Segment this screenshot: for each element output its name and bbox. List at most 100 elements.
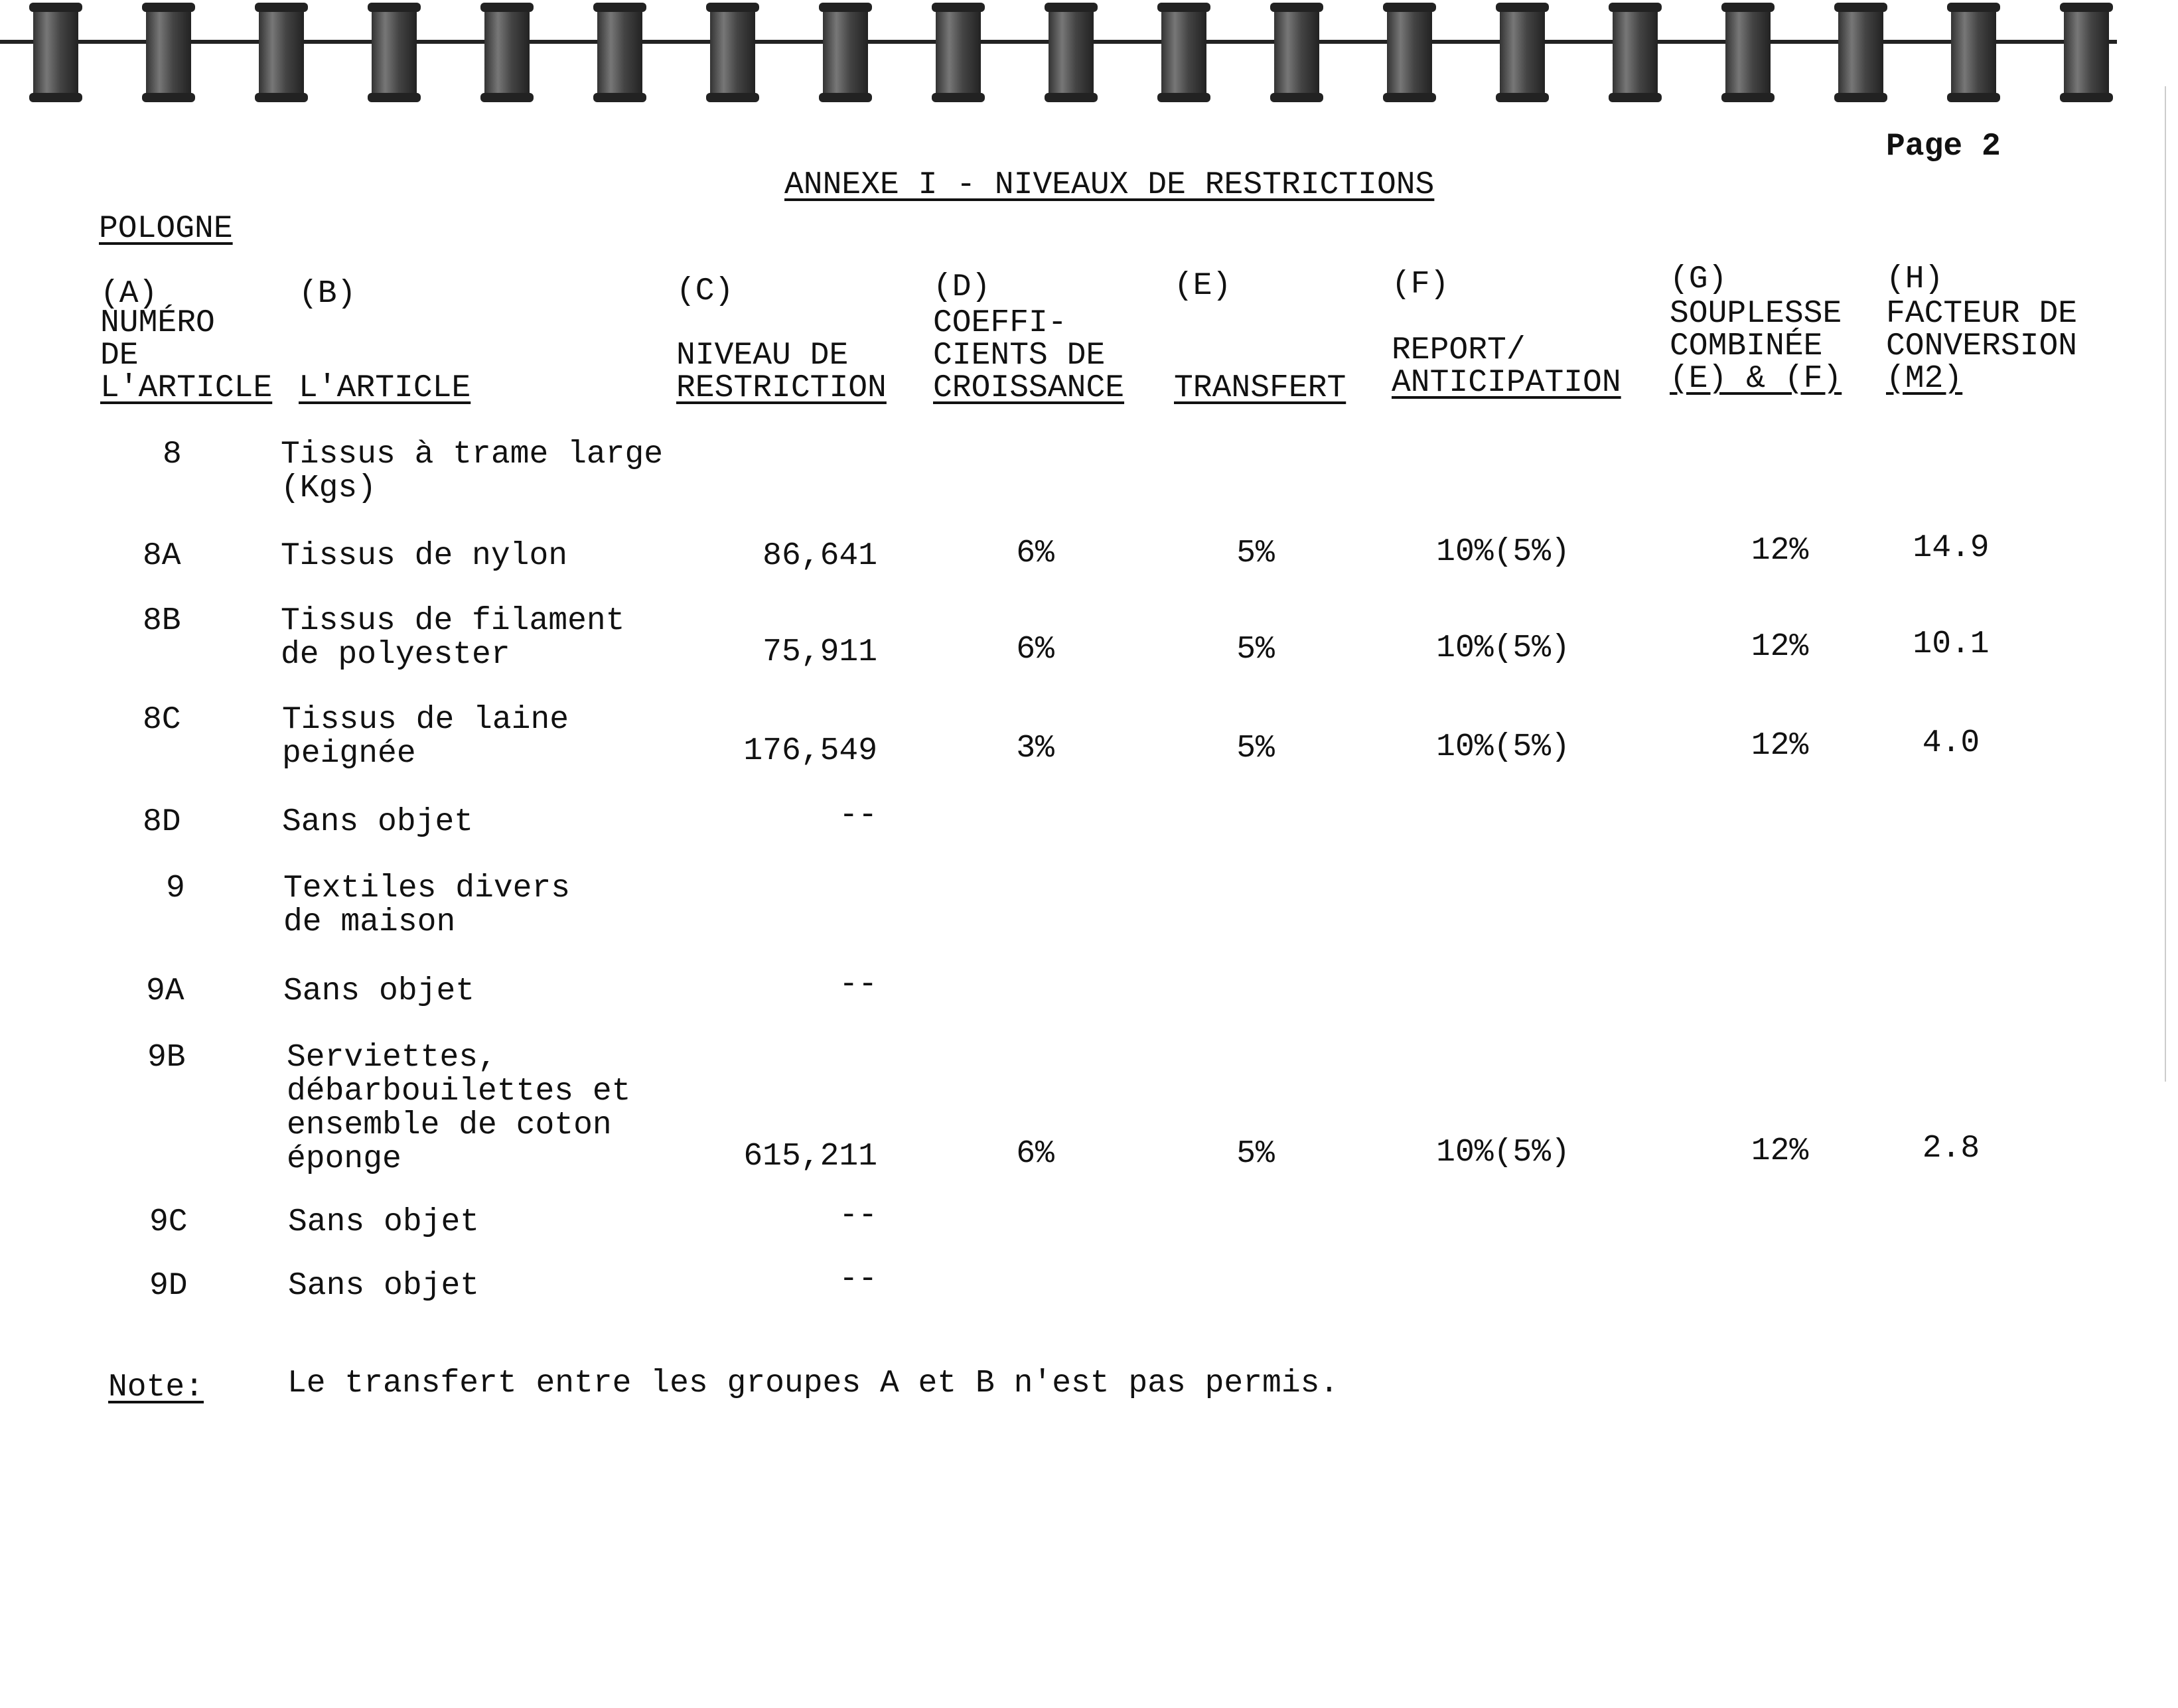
- binding-ring: [1045, 3, 1098, 102]
- article-number: 8A: [143, 538, 181, 574]
- article-description: Tissus à trame large: [281, 437, 664, 472]
- column-header-line: (E) & (F): [1670, 361, 1842, 397]
- article-description: (Kgs): [281, 470, 377, 506]
- article-number: 8: [163, 437, 182, 472]
- article-description: Sans objet: [288, 1204, 480, 1240]
- column-header-line: COEFFI-: [933, 305, 1067, 341]
- article-number: 9A: [146, 973, 184, 1009]
- restriction-level: --: [839, 967, 877, 1003]
- article-description: Tissus de laine: [282, 702, 569, 738]
- restriction-level: --: [839, 1261, 877, 1297]
- page-title: ANNEXE I - NIVEAUX DE RESTRICTIONS: [784, 167, 1435, 203]
- article-number: 8D: [143, 804, 181, 840]
- binding-ring: [706, 3, 759, 102]
- column-header-line: CROISSANCE: [933, 370, 1125, 406]
- article-description: Sans objet: [282, 804, 474, 840]
- binding-ring: [480, 3, 534, 102]
- column-header-line: NIVEAU DE: [676, 338, 849, 374]
- article-description: Serviettes,: [287, 1040, 497, 1076]
- article-description: Textiles divers: [283, 871, 571, 906]
- growth-coefficient: 3%: [1016, 731, 1054, 766]
- article-description: Tissus de nylon: [281, 538, 568, 574]
- column-letter: (C): [676, 273, 734, 309]
- growth-coefficient: 6%: [1016, 1136, 1054, 1172]
- page-number: Page 2: [1886, 129, 2001, 165]
- article-number: 9C: [149, 1204, 188, 1240]
- note-text: Le transfert entre les groupes A et B n'…: [287, 1366, 1339, 1401]
- article-description: Tissus de filament: [281, 603, 625, 639]
- binding-ring: [593, 3, 646, 102]
- article-description: peignée: [282, 736, 416, 772]
- binding-ring: [29, 3, 82, 102]
- article-number: 8C: [143, 702, 181, 738]
- column-letter: (G): [1670, 261, 1727, 297]
- conversion-factor: 14.9: [1913, 530, 1990, 566]
- transfer-value: 5%: [1236, 1136, 1275, 1172]
- article-description: de maison: [283, 904, 456, 940]
- column-header-line: TRANSFERT: [1174, 370, 1346, 406]
- article-number: 9D: [149, 1268, 188, 1304]
- combined-flexibility: 12%: [1751, 629, 1809, 665]
- article-description: ensemble de coton: [287, 1107, 612, 1143]
- article-description: débarbouilettes et: [287, 1074, 631, 1109]
- transfer-value: 5%: [1236, 731, 1275, 766]
- binding-ring: [1609, 3, 1662, 102]
- carry-anticipation: 10%(5%): [1436, 729, 1570, 765]
- carry-anticipation: 10%(5%): [1436, 630, 1570, 666]
- binding-ring: [255, 3, 308, 102]
- article-description: éponge: [287, 1141, 401, 1177]
- note-label: Note:: [108, 1370, 204, 1405]
- article-description: Sans objet: [288, 1268, 480, 1304]
- column-letter: (F): [1392, 267, 1449, 303]
- binding-ring: [2060, 3, 2113, 102]
- binding-ring: [142, 3, 195, 102]
- transfer-value: 5%: [1236, 632, 1275, 668]
- combined-flexibility: 12%: [1751, 728, 1809, 764]
- growth-coefficient: 6%: [1016, 535, 1054, 571]
- carry-anticipation: 10%(5%): [1436, 1135, 1570, 1171]
- column-header-line: (M2): [1886, 361, 1963, 397]
- carry-anticipation: 10%(5%): [1436, 534, 1570, 570]
- conversion-factor: 4.0: [1922, 725, 1980, 761]
- column-header-line: L'ARTICLE: [299, 370, 471, 406]
- article-description: Sans objet: [283, 973, 475, 1009]
- page-edge: [2165, 86, 2166, 1082]
- column-header-line: CIENTS DE: [933, 338, 1106, 374]
- column-header-line: FACTEUR DE: [1886, 296, 2078, 332]
- restriction-level: 75,911: [762, 634, 877, 670]
- article-number: 9B: [147, 1040, 186, 1076]
- binding-ring: [1157, 3, 1210, 102]
- restriction-level: 615,211: [743, 1139, 877, 1174]
- combined-flexibility: 12%: [1751, 533, 1809, 569]
- conversion-factor: 10.1: [1913, 626, 1990, 662]
- article-number: 8B: [143, 603, 181, 639]
- conversion-factor: 2.8: [1922, 1131, 1980, 1167]
- column-header-line: REPORT/: [1392, 332, 1526, 368]
- column-header-line: DE: [100, 338, 139, 374]
- binding-ring: [1721, 3, 1775, 102]
- country-label: POLOGNE: [99, 211, 233, 247]
- restriction-level: --: [839, 1198, 877, 1234]
- column-letter: (E): [1174, 268, 1232, 304]
- binding-ring: [368, 3, 421, 102]
- transfer-value: 5%: [1236, 535, 1275, 571]
- binding-ring: [1270, 3, 1323, 102]
- binding-ring: [932, 3, 985, 102]
- restriction-level: 176,549: [743, 733, 877, 769]
- article-description: de polyester: [281, 637, 510, 673]
- binding-ring: [1383, 3, 1436, 102]
- article-number: 9: [166, 871, 185, 906]
- column-header-line: COMBINÉE: [1670, 328, 1823, 364]
- column-header-line: ANTICIPATION: [1392, 365, 1621, 401]
- column-header-line: L'ARTICLE: [100, 370, 273, 406]
- combined-flexibility: 12%: [1751, 1133, 1809, 1169]
- column-header-line: RESTRICTION: [676, 370, 887, 406]
- binding-ring: [1947, 3, 2000, 102]
- binding-ring: [1834, 3, 1887, 102]
- column-letter: (D): [933, 269, 991, 305]
- growth-coefficient: 6%: [1016, 632, 1054, 668]
- column-letter: (A): [100, 276, 158, 312]
- column-header-line: NUMÉRO: [100, 305, 215, 341]
- binding-ring: [1496, 3, 1549, 102]
- restriction-level: --: [839, 798, 877, 833]
